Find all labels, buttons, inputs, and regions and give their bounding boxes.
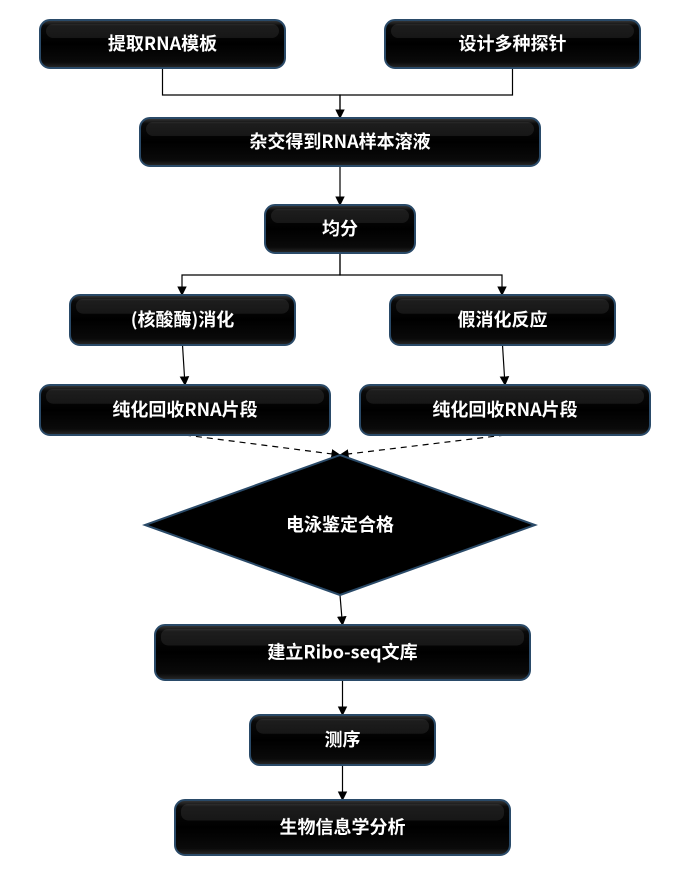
nodes-layer: 提取RNA模板 设计多种探针杂交得到RNA样本溶液均分 (核酸酶)消化 假消化反应纯化…	[40, 20, 650, 855]
edge-n9-n10	[340, 595, 343, 625]
edge-n5-n7	[183, 345, 186, 385]
node-label: 假消化反应	[458, 306, 548, 332]
edge-n4-n5	[182, 253, 340, 295]
node-n10: 建立Ribo-seq文库	[155, 625, 530, 680]
node-label: 设计多种探针	[459, 30, 567, 56]
node-n6: 假消化反应	[390, 295, 615, 345]
node-n7: 纯化回收RNA片段	[40, 385, 330, 435]
node-label: 生物信息学分析	[280, 813, 406, 839]
node-label: 杂交得到RNA样本溶液	[249, 128, 430, 154]
node-label: 提取RNA模板	[108, 30, 217, 56]
node-n2: 设计多种探针	[385, 20, 640, 68]
node-label: 测序	[325, 726, 361, 752]
node-label: 建立Ribo-seq文库	[267, 638, 417, 664]
node-n4: 均分	[265, 205, 415, 253]
edge-n8-n9	[340, 435, 505, 455]
node-label: (核酸酶)消化	[131, 306, 235, 332]
node-n9: 电泳鉴定合格	[145, 455, 535, 595]
node-label: 纯化回收RNA片段	[112, 396, 257, 422]
edge-n4-n6	[340, 253, 502, 295]
node-n3: 杂交得到RNA样本溶液	[140, 118, 540, 166]
edge-n6-n8	[503, 345, 506, 385]
node-n1: 提取RNA模板	[40, 20, 285, 68]
node-label: 电泳鉴定合格	[286, 511, 394, 537]
node-n12: 生物信息学分析	[175, 800, 510, 855]
node-label: 纯化回收RNA片段	[432, 396, 577, 422]
edge-n7-n9	[185, 435, 340, 455]
node-label: 均分	[322, 215, 358, 241]
node-n11: 测序	[250, 715, 435, 765]
node-n5: (核酸酶)消化	[70, 295, 295, 345]
flowchart-diagram: 提取RNA模板 设计多种探针杂交得到RNA样本溶液均分 (核酸酶)消化 假消化反应纯化…	[0, 0, 677, 883]
edge-n2-n3	[340, 68, 513, 118]
edge-n1-n3	[163, 68, 341, 118]
node-n8: 纯化回收RNA片段	[360, 385, 650, 435]
